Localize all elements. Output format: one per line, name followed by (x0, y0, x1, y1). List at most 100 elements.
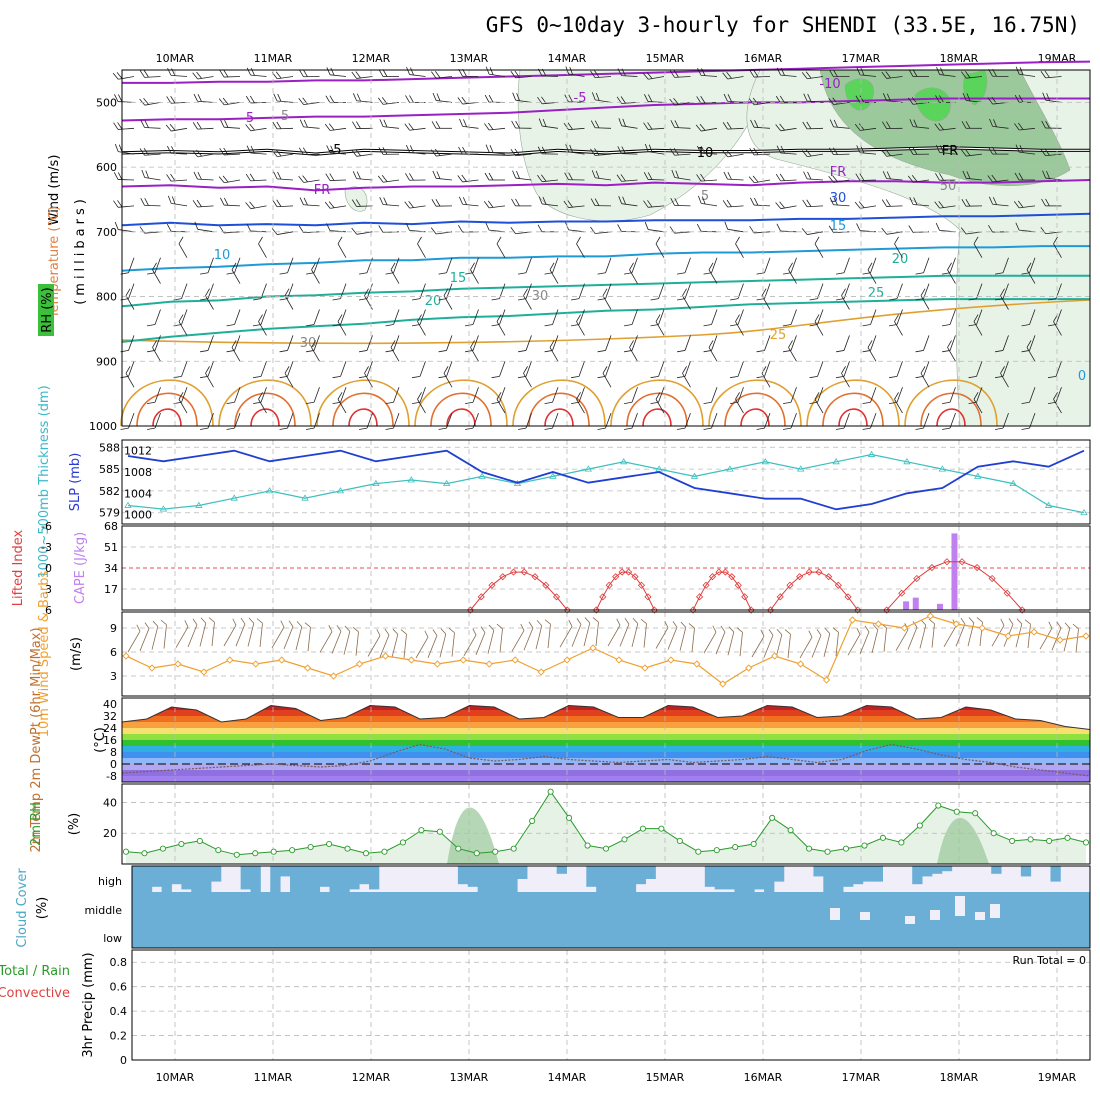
upper-barb (1040, 148, 1062, 157)
upper-barb (193, 93, 214, 103)
upper-barb (518, 257, 532, 275)
slp-tick-1012: 1012 (124, 445, 152, 458)
cloud-high-col (586, 866, 597, 887)
upper-barb (470, 340, 479, 362)
upper-barb (412, 309, 426, 327)
upper-barb (855, 173, 877, 181)
upper-barb (306, 309, 320, 327)
cloud-high-col (467, 866, 479, 887)
wind-barb (667, 621, 678, 650)
li-marker (702, 581, 710, 589)
upper-barb (616, 174, 638, 182)
pressure-tick-1000: 1000 (89, 420, 117, 433)
temp2m-yunit: (°C) (93, 727, 108, 753)
upper-barb (723, 171, 744, 181)
upper-barb (1053, 236, 1062, 258)
upper-barb (565, 144, 585, 155)
upper-barb (783, 257, 797, 275)
upper-barb (836, 361, 850, 379)
temperature-line (121, 704, 1091, 730)
li-marker (854, 606, 862, 614)
cloud-high-col (625, 866, 637, 892)
wind-marker-14 (485, 660, 493, 668)
upper-barb (841, 288, 850, 310)
upper-barb (279, 283, 294, 301)
wind-barb (928, 618, 935, 648)
upper-barb (226, 387, 241, 404)
li-marker (592, 606, 600, 614)
upper-barb (404, 200, 426, 209)
pressure-tick-700: 700 (96, 226, 117, 239)
upper-barb (1053, 392, 1062, 414)
chart-title: GFS 0~10day 3-hourly for SHENDI (33.5E, … (486, 13, 1080, 37)
cloud-gap-2 (905, 916, 915, 924)
rh-markers (122, 788, 1090, 858)
rh-marker-24 (566, 814, 573, 821)
rh-marker-0 (122, 848, 130, 855)
upper-barb (643, 172, 665, 181)
upper-barb (750, 119, 771, 129)
upper-barb (677, 335, 691, 353)
cloud-high-col (339, 866, 350, 892)
upper-barb (431, 121, 452, 129)
rh-marker-22 (529, 817, 536, 824)
upper-barb (324, 123, 347, 131)
wind-tick-3: 3 (110, 670, 117, 683)
upper-barb (677, 257, 691, 275)
upper-barb (624, 387, 638, 404)
wind-barb (448, 627, 455, 657)
wind-barb (271, 620, 285, 649)
upper-barb (377, 175, 400, 183)
upper-barb (443, 366, 453, 388)
upper-barb (836, 283, 850, 301)
upper-barb (942, 335, 956, 353)
rh-marker-50 (1046, 837, 1053, 844)
contour-label-16: 25 (868, 286, 885, 301)
upper-barb (775, 173, 797, 182)
upper-barb (273, 171, 294, 181)
cloud-high-col (813, 866, 824, 877)
li-tick-0: 0 (45, 562, 52, 575)
contour-label-12: 15 (830, 219, 847, 234)
rh-marker-33 (732, 844, 739, 851)
upper-barb (518, 361, 532, 379)
wind-barb (640, 618, 647, 648)
temp-band-3 (122, 716, 1090, 722)
upper-barb (1041, 120, 1062, 129)
upper-barb (417, 392, 426, 414)
wind-panel-frame (121, 611, 1091, 697)
upper-barb (412, 387, 426, 404)
upper-barb (814, 236, 824, 258)
upper-barb (245, 173, 267, 182)
wind-barb (763, 629, 774, 658)
upper-barb (602, 366, 612, 388)
cloud-high-col (507, 866, 518, 892)
upper-barb (1015, 66, 1036, 77)
wind-barb (832, 627, 839, 657)
upper-barb (802, 199, 824, 208)
cloud-high-col (606, 866, 617, 892)
upper-barb (670, 120, 691, 129)
rh-area-5 (963, 69, 988, 106)
wind-marker-29 (874, 620, 883, 628)
upper-barb (147, 335, 161, 353)
wind-marker-34 (1004, 632, 1012, 640)
upper-barb (629, 340, 638, 362)
temp-band-2 (122, 710, 1090, 716)
thickness-slp-panel: 588 585 582 579 1012 1008 1004 1000 1000~500mb … (37, 385, 1091, 579)
upper-barb (457, 174, 479, 183)
cape-bars (903, 533, 958, 610)
cloud-high-col (132, 866, 143, 892)
li-grid (122, 525, 1090, 611)
upper-ylabels: Wind (m/s) Temperature (°C) (millibars) … (38, 155, 88, 336)
temp-band-12 (122, 770, 1090, 776)
cloud-high-col (833, 866, 844, 892)
upper-barb (597, 257, 612, 275)
upper-barb (703, 335, 718, 353)
upper-barb (332, 387, 347, 404)
upper-barb (564, 172, 585, 181)
upper-barb (862, 387, 877, 404)
wind-tick-6: 6 (110, 646, 117, 659)
wind-marker-9 (355, 660, 364, 668)
wind-speed-line (125, 615, 1087, 685)
